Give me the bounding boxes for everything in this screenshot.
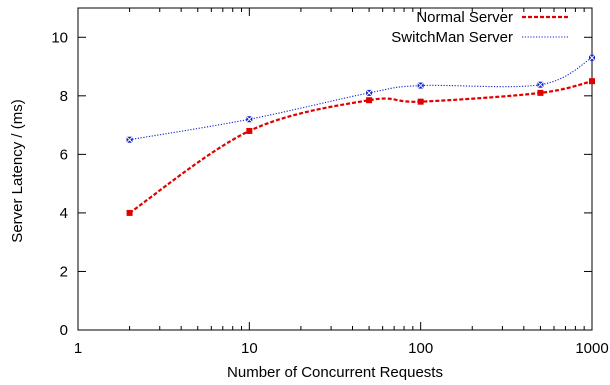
y-axis-title: Server Latency / (ms) — [9, 99, 26, 242]
x-tick-label: 1000 — [575, 340, 608, 357]
data-point — [417, 82, 425, 89]
x-tick-label: 100 — [408, 340, 433, 357]
x-tick-label: 1 — [74, 340, 82, 357]
legend: Normal Server SwitchMan Server — [391, 9, 568, 46]
legend-label: SwitchMan Server — [391, 29, 513, 46]
series-line — [129, 57, 593, 141]
series-switchman-server — [126, 54, 596, 144]
x-axis-title: Number of Concurrent Requests — [227, 364, 443, 381]
data-point — [126, 136, 133, 144]
y-tick-label: 2 — [60, 263, 68, 280]
plot-frame — [77, 7, 593, 331]
data-point — [246, 127, 253, 134]
series-normal-server — [126, 78, 595, 216]
y-tick-label: 0 — [60, 322, 68, 339]
y-tick-label: 6 — [60, 146, 68, 163]
axis-tick-labels: 1 10 100 1000 0 2 4 6 8 10 — [51, 29, 608, 357]
series-layer — [126, 54, 596, 216]
data-point — [417, 98, 424, 105]
x-tick-label: 10 — [241, 340, 258, 357]
data-point — [537, 89, 544, 96]
data-point — [126, 209, 133, 216]
y-tick-label: 10 — [51, 29, 68, 46]
y-tick-label: 4 — [60, 205, 68, 222]
data-point — [588, 54, 596, 62]
series-line — [128, 80, 593, 214]
y-tick-label: 8 — [60, 88, 68, 105]
legend-label: Normal Server — [416, 9, 513, 26]
data-point — [537, 81, 544, 89]
data-point — [366, 97, 373, 104]
data-point — [245, 115, 253, 123]
axis-ticks — [77, 8, 593, 331]
data-point — [589, 78, 595, 85]
data-point — [365, 89, 373, 97]
